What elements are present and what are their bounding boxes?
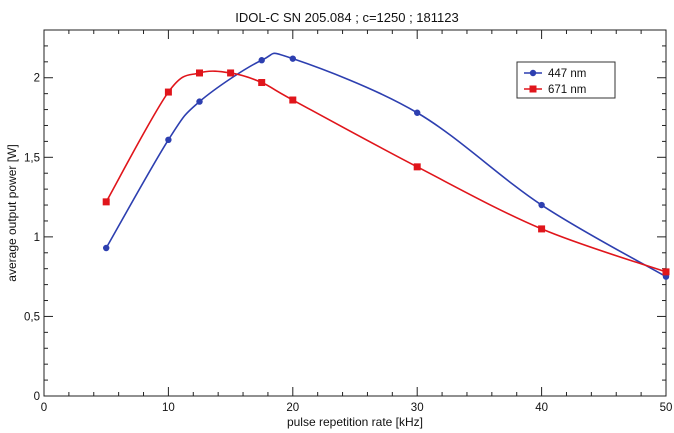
data-point [165, 136, 172, 143]
x-tick-label: 40 [535, 402, 548, 414]
chart-title: IDOL-C SN 205.084 ; c=1250 ; 181123 [235, 10, 458, 25]
y-axis-label: average output power [W] [5, 144, 19, 281]
y-tick-label: 2 [34, 73, 40, 85]
legend-marker [529, 85, 537, 93]
y-tick-label: 0 [34, 391, 40, 403]
y-tick-label: 1,5 [24, 152, 40, 164]
plot-frame [43, 29, 667, 397]
series-1 [102, 69, 670, 276]
legend-marker [529, 69, 537, 77]
tick-labels: 0 10 20 30 40 50 0 0,5 1 1,5 2 [24, 73, 672, 414]
legend: 447 nm 671 nm [516, 61, 616, 99]
data-point [413, 163, 421, 171]
data-point [662, 268, 670, 276]
series-line [105, 70, 667, 273]
x-tick-label: 10 [162, 402, 175, 414]
x-tick-label: 50 [660, 402, 673, 414]
series-0 [103, 52, 670, 280]
data-point [258, 79, 266, 87]
data-point [196, 69, 203, 77]
x-tick-label: 20 [286, 402, 299, 414]
data-point [164, 88, 172, 96]
legend-label: 671 nm [548, 84, 586, 96]
data-point [196, 98, 203, 105]
y-tick-label: 0,5 [24, 311, 40, 323]
legend-label: 447 nm [548, 68, 586, 80]
data-point [414, 109, 421, 116]
data-point [227, 69, 235, 77]
data-point [289, 96, 297, 104]
x-tick-label: 0 [41, 402, 47, 414]
data-point [102, 198, 110, 206]
axis-ticks [43, 30, 667, 397]
x-tick-label: 30 [411, 402, 424, 414]
data-point [258, 57, 265, 64]
data-point [103, 244, 110, 252]
series-layer [102, 52, 670, 280]
y-tick-label: 1 [34, 232, 40, 244]
data-point [538, 201, 545, 209]
x-axis-label: pulse repetition rate [kHz] [287, 415, 423, 429]
data-point [538, 225, 546, 233]
data-point [289, 55, 296, 62]
